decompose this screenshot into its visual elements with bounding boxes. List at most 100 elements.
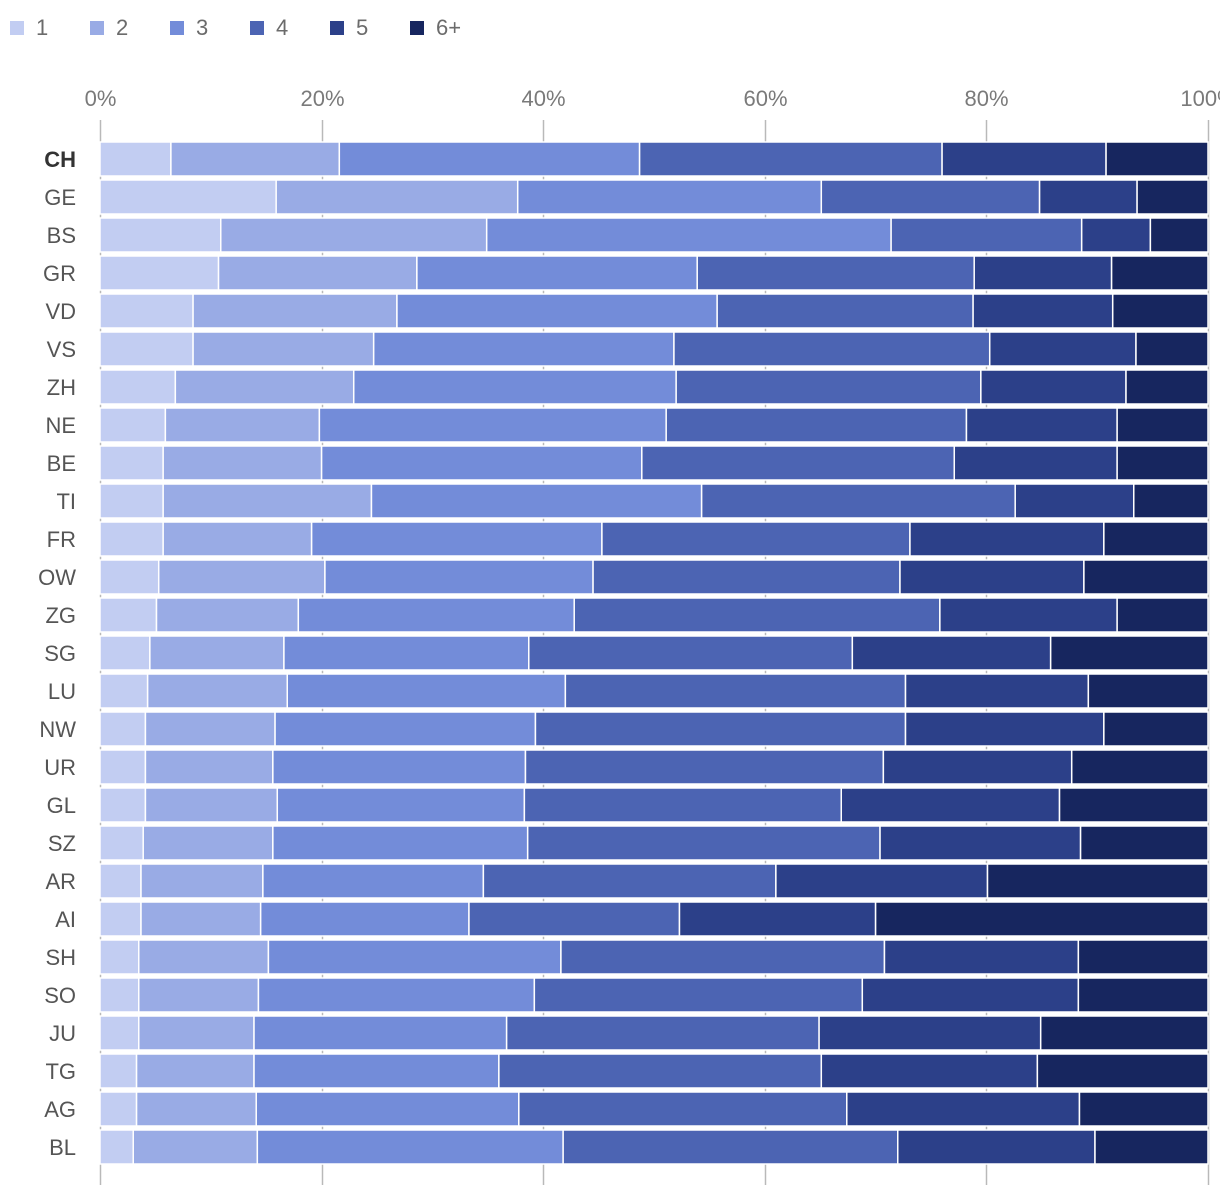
bar-segment	[775, 863, 989, 899]
bar-segment	[498, 1053, 823, 1089]
y-category-label: ZG	[45, 603, 76, 628]
bar-segment	[1077, 939, 1209, 975]
bar-segment	[99, 977, 140, 1013]
bar-segment	[138, 977, 260, 1013]
y-category-label: GR	[43, 261, 76, 286]
y-category-label: VS	[47, 337, 76, 362]
bar-segment	[696, 255, 975, 291]
y-category-label: AI	[55, 907, 76, 932]
bar-segment	[259, 901, 470, 937]
bar-segment	[909, 521, 1105, 557]
bar-segment	[99, 293, 194, 329]
legend-swatch	[10, 21, 24, 35]
bar-segment	[482, 863, 777, 899]
bar-segment	[276, 787, 526, 823]
bar-segment	[518, 1091, 848, 1127]
y-category-label: ZH	[47, 375, 76, 400]
bar-segment	[1079, 825, 1209, 861]
y-category-label: BE	[47, 451, 76, 476]
bar-segment	[146, 673, 289, 709]
bar-segment	[99, 825, 144, 861]
bar-segment	[1111, 293, 1209, 329]
bar-segment	[1103, 521, 1209, 557]
x-tick-label: 0%	[85, 86, 117, 111]
bar-segment	[138, 939, 270, 975]
x-tick-label: 80%	[964, 86, 1008, 111]
bar-segment	[262, 863, 485, 899]
bar-segment	[99, 787, 147, 823]
bar-segment	[972, 293, 1114, 329]
bar-segment	[256, 1129, 564, 1165]
bar-segment	[99, 445, 164, 481]
bar-segment	[297, 597, 575, 633]
bar-segment	[138, 1015, 255, 1051]
bar-segment	[851, 635, 1052, 671]
legend-item: 3	[170, 14, 208, 42]
y-category-label: SH	[45, 945, 76, 970]
bar-segment	[665, 407, 968, 443]
bar-segment	[192, 293, 398, 329]
bar-segment	[1116, 407, 1209, 443]
bar-segment	[164, 407, 321, 443]
bar-segment	[1036, 1053, 1209, 1089]
bar-segment	[1116, 445, 1209, 481]
bar-segment	[286, 673, 567, 709]
bar-segment	[272, 749, 527, 785]
bar-segment	[99, 1053, 138, 1089]
bar-segment	[99, 331, 194, 367]
legend-item: 2	[90, 14, 128, 42]
y-category-label: AR	[45, 869, 76, 894]
bar-segment	[988, 331, 1137, 367]
bar-segment	[140, 901, 262, 937]
bar-segment	[99, 673, 149, 709]
bar-segment	[882, 749, 1073, 785]
bar-segment	[144, 787, 279, 823]
bar-segment	[1077, 977, 1209, 1013]
bar-segment	[973, 255, 1113, 291]
bar-segment	[678, 901, 877, 937]
bar-segment	[523, 787, 843, 823]
bar-segment	[174, 369, 355, 405]
y-category-label: VD	[45, 299, 76, 324]
bar-segment	[99, 597, 158, 633]
legend-label: 3	[196, 15, 209, 40]
bar-segment	[1110, 255, 1209, 291]
bar-segment	[318, 407, 667, 443]
bar-segment	[1038, 179, 1138, 215]
bar-segment	[840, 787, 1061, 823]
bar-segment	[1083, 559, 1209, 595]
legend-label: 1	[36, 15, 49, 40]
bar-segment	[99, 939, 140, 975]
bar-segment	[1039, 1015, 1209, 1051]
bar-segment	[904, 673, 1090, 709]
bar-segment	[253, 1015, 508, 1051]
bar-segment	[220, 217, 488, 253]
bar-segment	[1105, 141, 1209, 177]
bar-segment	[99, 179, 277, 215]
y-category-label: GE	[44, 185, 76, 210]
bar-segment	[879, 825, 1082, 861]
bar-segment	[274, 711, 537, 747]
bar-segment	[396, 293, 718, 329]
bar-segment	[965, 407, 1118, 443]
y-category-label: JU	[49, 1021, 76, 1046]
bar-segment	[149, 635, 285, 671]
bar-segment	[1136, 179, 1209, 215]
legend-swatch	[250, 21, 264, 35]
bar-segment	[217, 255, 418, 291]
y-category-label: AG	[44, 1097, 76, 1122]
bar-segment	[99, 255, 220, 291]
bar-segment	[99, 1091, 138, 1127]
y-category-label: BL	[49, 1135, 76, 1160]
bar-segment	[99, 407, 167, 443]
bar-segment	[99, 483, 164, 519]
bar-segment	[162, 521, 313, 557]
bar-segment	[99, 901, 142, 937]
bar-segment	[338, 141, 641, 177]
bar-segment	[352, 369, 677, 405]
y-category-label: CH	[44, 147, 76, 172]
legend-item: 4	[250, 14, 288, 42]
bar-segment	[275, 179, 519, 215]
bar-segment	[874, 901, 1209, 937]
legend-item: 5	[330, 14, 368, 42]
